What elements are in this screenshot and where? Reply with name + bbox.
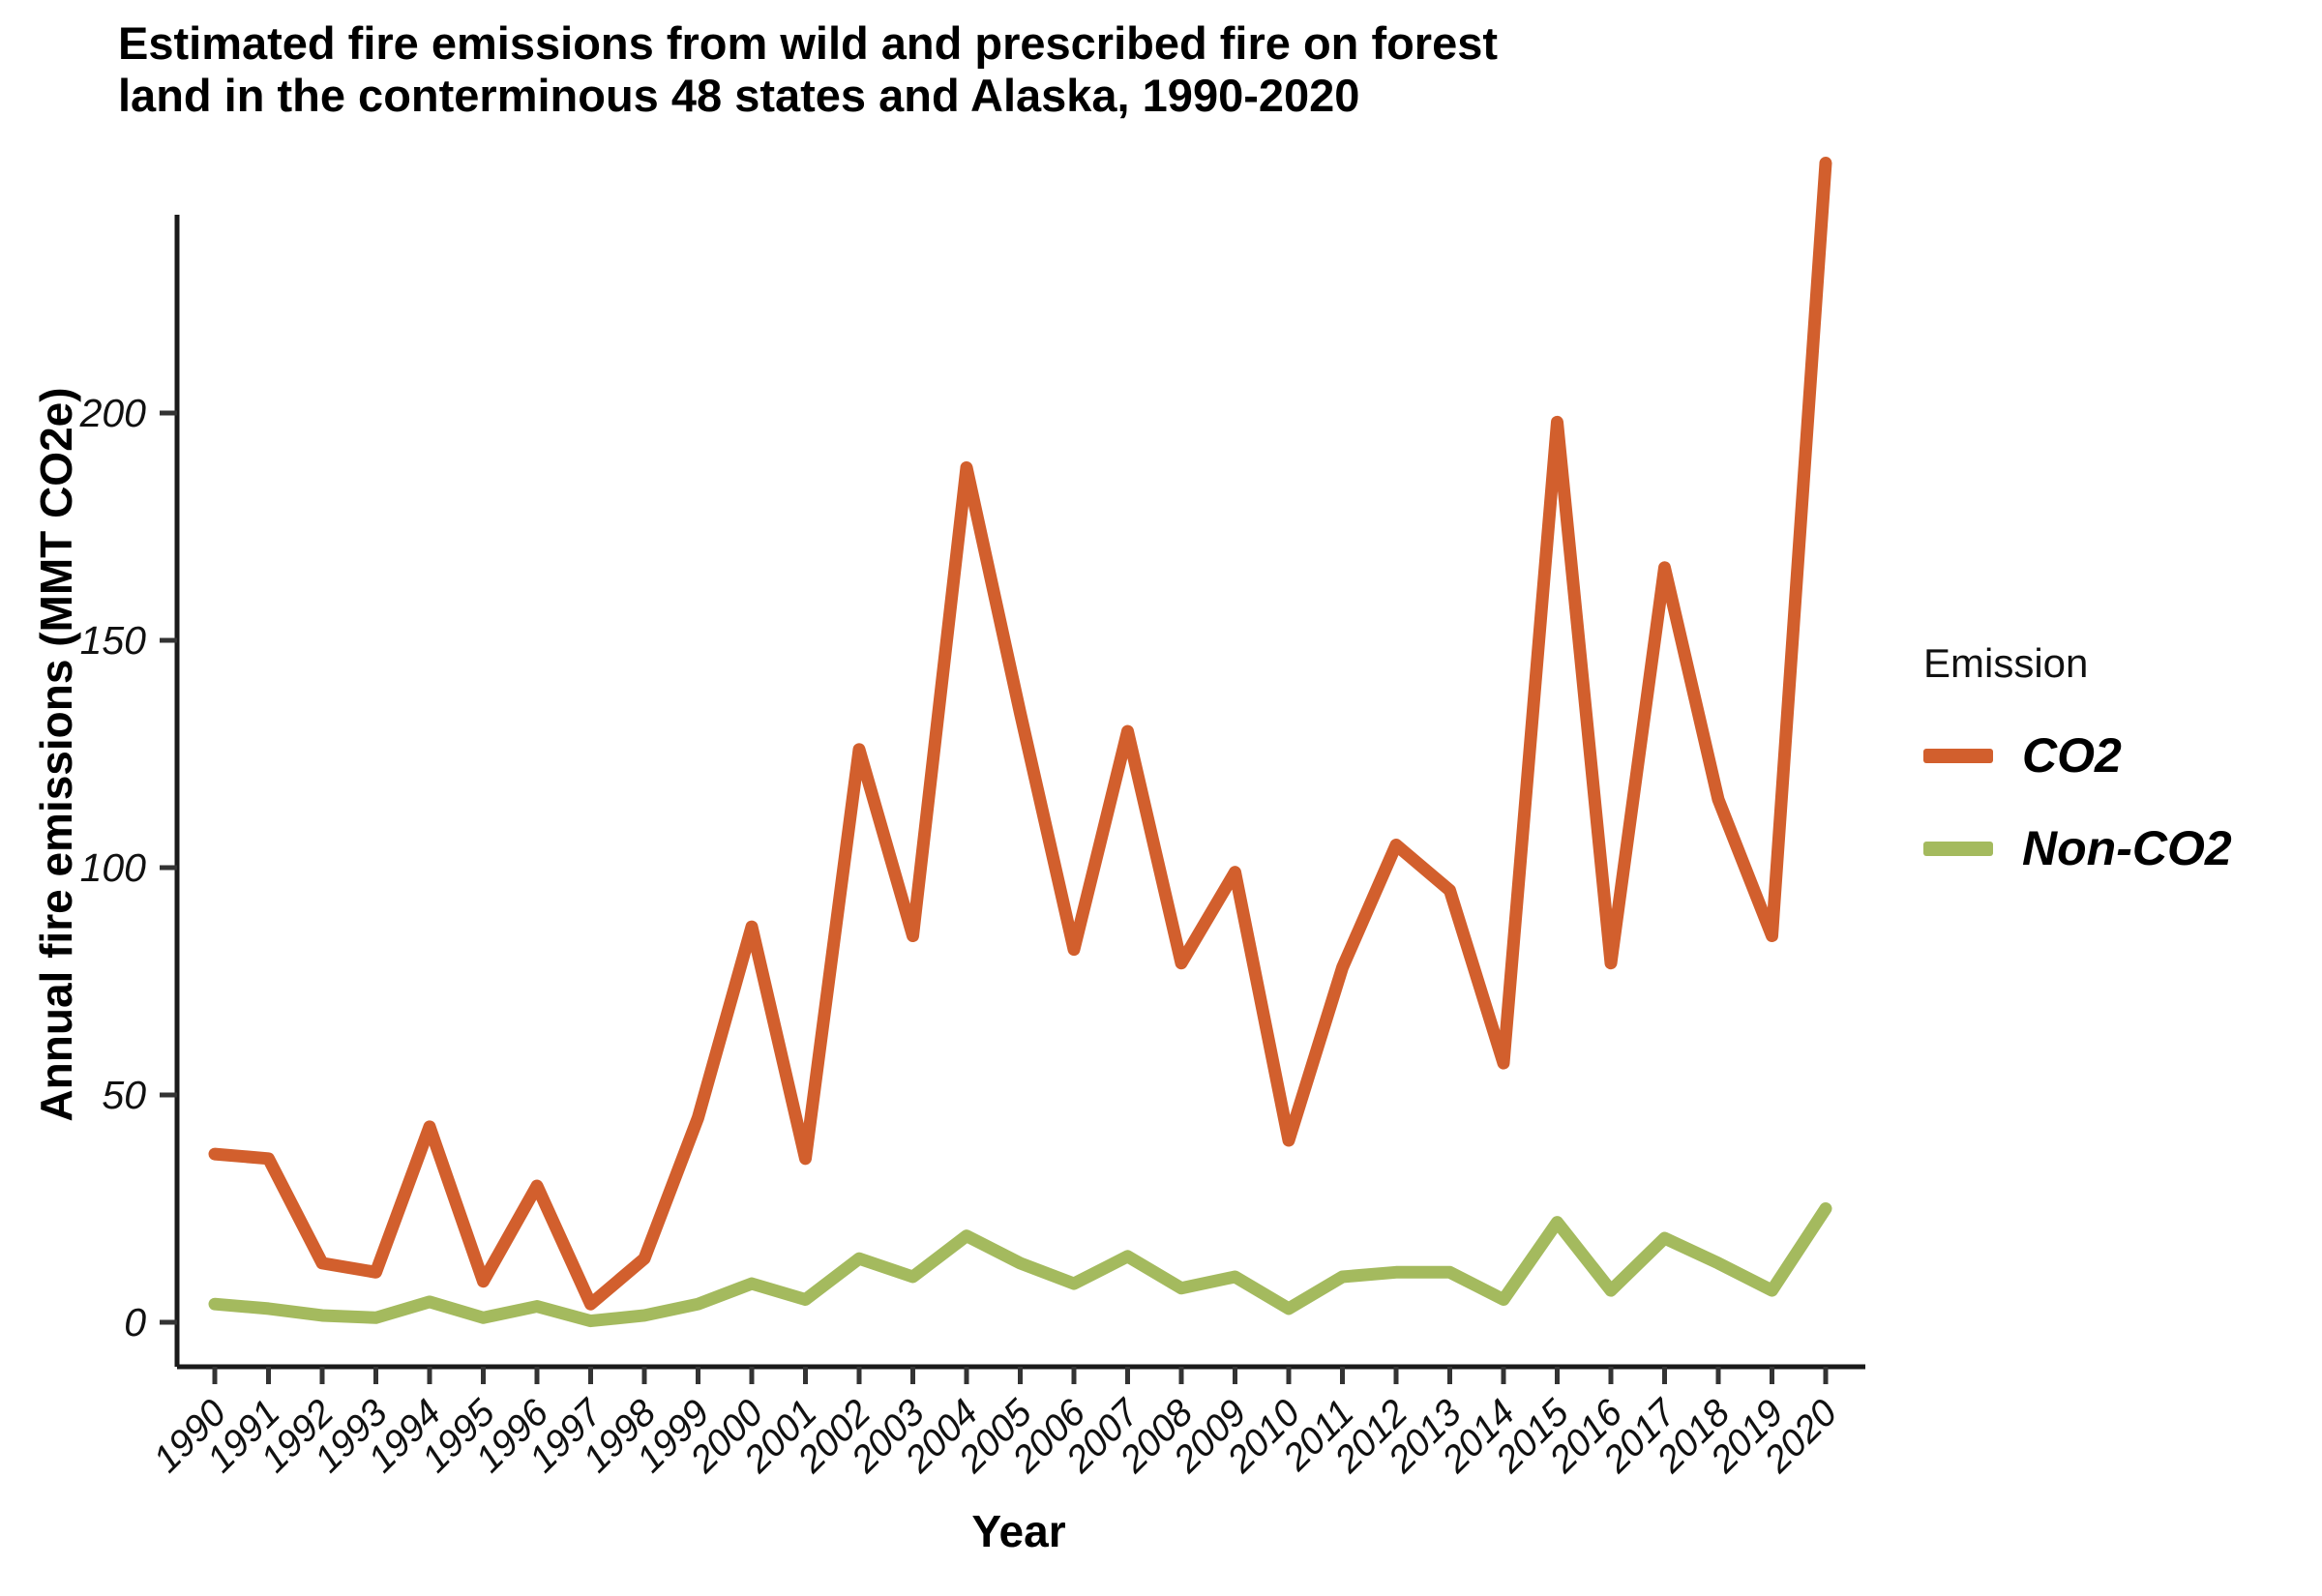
legend-title: Emission: [1923, 640, 2089, 686]
y-tick-label: 100: [80, 845, 147, 890]
chart-title-line2: land in the conterminous 48 states and A…: [118, 69, 1360, 121]
y-tick-label: 0: [124, 1300, 146, 1345]
series-line-non-co2: [208, 1202, 1832, 1328]
y-tick-label: 150: [80, 618, 147, 663]
chart-title: Estimated fire emissions from wild and p…: [118, 17, 1498, 121]
y-tick-label: 50: [102, 1073, 146, 1117]
series-line-co2: [208, 157, 1832, 1311]
legend-item-non-co2: Non-CO2: [1923, 820, 2310, 876]
legend-label-non-co2: Non-CO2: [2022, 821, 2232, 875]
legend-item-co2: CO2: [1923, 727, 2310, 783]
chart-title-line1: Estimated fire emissions from wild and p…: [118, 17, 1499, 69]
legend-swatch-co2: [1923, 748, 1993, 763]
legend-label-co2: CO2: [2022, 728, 2122, 783]
y-axis-title: Annual fire emissions (MMT CO2e): [31, 387, 81, 1122]
x-axis-title: Year: [971, 1506, 1066, 1556]
legend-swatch-non-co2: [1923, 841, 1993, 856]
y-tick-label: 200: [79, 391, 147, 435]
legend: Emission CO2 Non-CO2: [1923, 640, 2310, 913]
